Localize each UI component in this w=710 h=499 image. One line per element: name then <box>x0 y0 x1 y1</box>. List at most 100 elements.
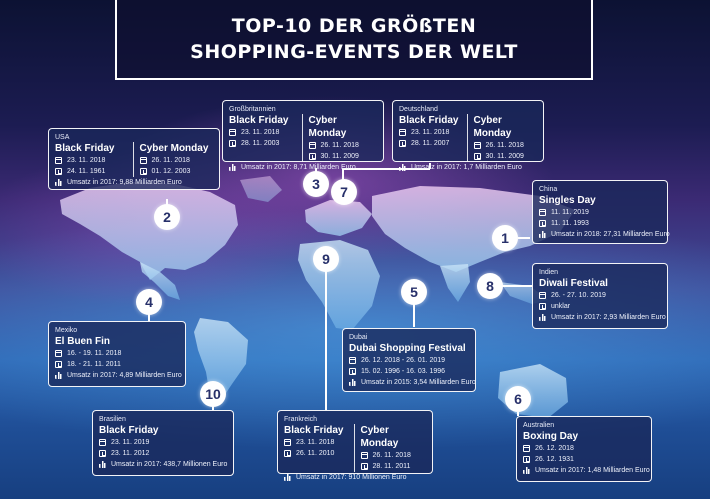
event-since: 28. 11. 2011 <box>372 463 411 470</box>
bar-chart-icon <box>229 164 236 171</box>
event-since: 28. 11. 2003 <box>241 140 280 147</box>
event-date: 26. - 27. 10. 2019 <box>551 292 606 299</box>
card-brazil: Brasilien Black Friday 23. 11. 2019 23. … <box>92 410 234 476</box>
event-since: 15. 02. 1996 - 16. 03. 1996 <box>361 368 446 375</box>
calendar-icon <box>139 157 147 164</box>
event-name: Cyber Monday <box>308 115 347 139</box>
event-revenue: Umsatz in 2017: 1,7 Milliarden Euro <box>411 164 522 171</box>
mexico-shape <box>140 262 180 300</box>
bar-chart-icon <box>99 461 106 468</box>
history-icon <box>139 168 147 175</box>
country-label: Australien <box>523 422 555 429</box>
event-date: 26. 11. 2018 <box>320 142 359 149</box>
country-label: Deutschland <box>399 106 438 113</box>
event-revenue: Umsatz in 2017: 2,93 Milliarden Euro <box>551 314 666 321</box>
country-label: USA <box>55 134 70 141</box>
calendar-icon <box>229 129 236 136</box>
event-since: 01. 12. 2003 <box>151 168 191 175</box>
asia-shape <box>372 186 575 272</box>
africa-shape <box>298 240 380 330</box>
calendar-icon <box>523 445 530 452</box>
calendar-icon <box>539 209 546 216</box>
connector-china <box>518 237 530 239</box>
calendar-icon <box>473 142 481 149</box>
history-icon <box>349 368 356 375</box>
event-name: Black Friday <box>399 115 459 126</box>
event-since: 26. 11. 2010 <box>296 450 335 457</box>
calendar-icon <box>539 292 546 299</box>
event-revenue: Umsatz in 2017: 438,7 Millionen Euro <box>111 461 228 468</box>
event-name: Boxing Day <box>523 431 579 442</box>
marker-4[interactable]: 4 <box>136 289 162 315</box>
marker-9[interactable]: 9 <box>313 246 339 272</box>
event-name: Cyber Monday <box>473 115 512 139</box>
card-germany: Deutschland Black Friday 23. 11. 2018 28… <box>392 100 544 171</box>
event-name: Black Friday <box>99 425 159 436</box>
card-australia: Australien Boxing Day 26. 12. 2018 26. 1… <box>516 416 652 482</box>
marker-1[interactable]: 1 <box>492 225 518 251</box>
event-date: 11. 11. 2019 <box>551 209 589 216</box>
event-date: 23. 11. 2018 <box>241 129 280 136</box>
marker-3[interactable]: 3 <box>303 171 329 197</box>
country-label: China <box>539 186 558 193</box>
event-name: Cyber Monday <box>139 143 209 154</box>
event-date: 23. 11. 2018 <box>296 439 335 446</box>
title-line-1: TOP-10 DER GRÖßTEN <box>231 15 477 37</box>
history-icon <box>539 303 546 310</box>
event-name: Cyber Monday <box>360 425 399 449</box>
event-date: 26. 11. 2018 <box>151 157 190 164</box>
title-box: TOP-10 DER GRÖßTEN SHOPPING-EVENTS DER W… <box>115 0 593 80</box>
card-china: China Singles Day 11. 11. 2019 11. 11. 1… <box>532 180 670 244</box>
calendar-icon <box>55 350 62 357</box>
history-icon <box>399 140 406 147</box>
country-label: Großbritannien <box>229 106 276 113</box>
event-since: 26. 12. 1931 <box>535 456 574 463</box>
event-name: Black Friday <box>229 115 289 126</box>
marker-8[interactable]: 8 <box>477 273 503 299</box>
event-date: 23. 11. 2018 <box>411 129 450 136</box>
event-since: 23. 11. 2012 <box>111 450 150 457</box>
north-america-shape <box>60 182 238 280</box>
marker-6[interactable]: 6 <box>505 386 531 412</box>
bar-chart-icon <box>523 467 530 474</box>
calendar-icon <box>55 157 62 164</box>
connector-de <box>342 168 430 170</box>
event-date: 26. 12. 2018 - 26. 01. 2019 <box>361 357 446 364</box>
bar-chart-icon <box>349 379 356 386</box>
card-dubai: Dubai Dubai Shopping Festival 26. 12. 20… <box>342 328 476 392</box>
event-name: Black Friday <box>284 425 344 436</box>
marker-2[interactable]: 2 <box>154 204 180 230</box>
card-mexico: Mexiko El Buen Fin 16. - 19. 11. 2018 18… <box>48 321 186 387</box>
event-since: 30. 11. 2009 <box>320 153 359 160</box>
event-name: Singles Day <box>539 195 596 206</box>
history-icon <box>308 153 316 160</box>
card-usa: USA Black Friday 23. 11. 2018 24. 11. 19… <box>48 128 220 190</box>
event-date: 16. - 19. 11. 2018 <box>67 350 122 357</box>
event-date: 23. 11. 2018 <box>67 157 106 164</box>
event-revenue: Umsatz in 2017: 910 Millionen Euro <box>296 474 407 481</box>
country-label: Brasilien <box>99 416 126 423</box>
connector-mexico <box>148 314 150 322</box>
card-india: Indien Diwali Festival 26. - 27. 10. 201… <box>532 263 668 329</box>
country-label: Dubai <box>349 334 368 341</box>
calendar-icon <box>308 142 316 149</box>
connector-dubai <box>413 303 415 327</box>
history-icon <box>99 450 106 457</box>
bar-chart-icon <box>55 179 62 186</box>
history-icon <box>523 456 530 463</box>
event-revenue: Umsatz in 2018: 27,31 Milliarden Euro <box>551 231 670 238</box>
bar-chart-icon <box>539 314 546 321</box>
event-revenue: Umsatz in 2017: 1,48 Milliarden Euro <box>535 467 650 474</box>
event-name: Diwali Festival <box>539 278 608 289</box>
event-date: 23. 11. 2019 <box>111 439 150 446</box>
marker-5[interactable]: 5 <box>401 279 427 305</box>
marker-7[interactable]: 7 <box>331 179 357 205</box>
event-since: 28. 11. 2007 <box>411 140 450 147</box>
connector-de-v2 <box>342 168 344 180</box>
event-since: 11. 11. 1993 <box>551 220 589 227</box>
marker-10[interactable]: 10 <box>200 381 226 407</box>
calendar-icon <box>399 129 406 136</box>
history-icon <box>284 450 291 457</box>
history-icon <box>55 361 62 368</box>
connector-de-v <box>429 163 431 169</box>
